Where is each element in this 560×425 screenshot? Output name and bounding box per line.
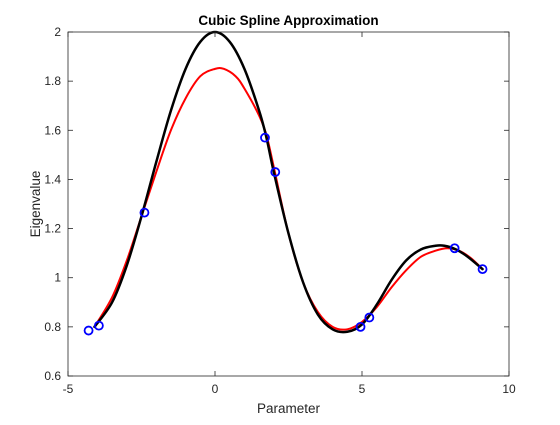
x-tick-label: 5 bbox=[359, 382, 366, 396]
series-layer bbox=[93, 30, 484, 334]
data-point-marker bbox=[364, 312, 375, 323]
data-point-marker bbox=[449, 243, 460, 254]
data-point-marker bbox=[93, 320, 104, 331]
y-tick-label: 1.2 bbox=[44, 222, 61, 236]
y-tick-label: 1.6 bbox=[44, 123, 61, 137]
y-tick-label: 0.6 bbox=[44, 369, 61, 383]
data-point-marker bbox=[139, 207, 150, 218]
y-tick-label: 1.8 bbox=[44, 74, 61, 88]
y-axis-label: Eigenvalue bbox=[28, 171, 43, 238]
y-tick-label: 2 bbox=[54, 25, 61, 39]
data-point-marker bbox=[270, 167, 281, 177]
y-tick-label: 1 bbox=[54, 271, 61, 285]
y-tick-label: 0.8 bbox=[44, 320, 61, 334]
data-point-marker bbox=[83, 325, 94, 336]
data-point-marker bbox=[477, 264, 488, 275]
x-axis-label: Parameter bbox=[257, 401, 321, 416]
black-curve-line bbox=[93, 30, 484, 334]
plot-area bbox=[68, 32, 509, 376]
markers-layer bbox=[83, 132, 488, 336]
data-point-marker bbox=[355, 321, 366, 332]
chart-title: Cubic Spline Approximation bbox=[198, 13, 378, 28]
x-tick-label: 10 bbox=[502, 382, 516, 396]
data-point-marker bbox=[260, 132, 270, 143]
x-tick-label: -5 bbox=[63, 382, 74, 396]
ticks-layer: -5 0 5 10 0.6 0.8 1 1.2 1.4 1.6 1.8 2 bbox=[44, 25, 516, 396]
x-tick-label: 0 bbox=[212, 382, 219, 396]
y-tick-label: 1.4 bbox=[44, 172, 61, 186]
axes-box bbox=[67, 31, 510, 377]
